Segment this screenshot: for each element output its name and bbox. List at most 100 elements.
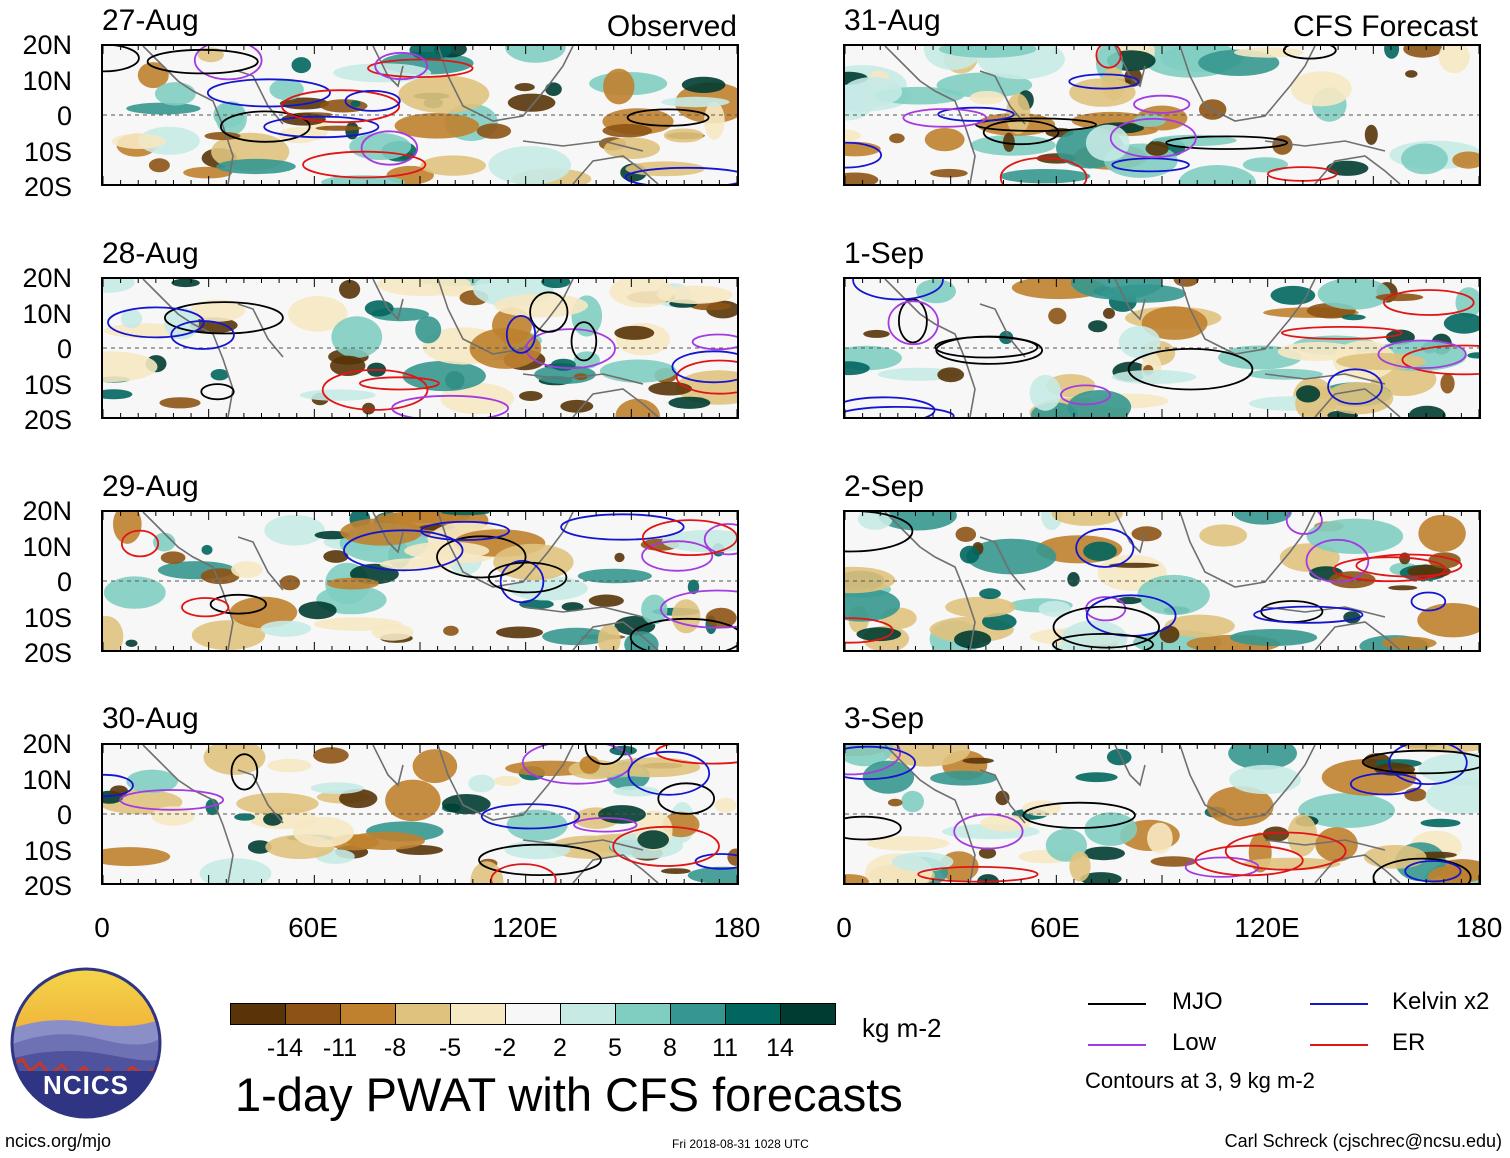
coastline — [1179, 745, 1316, 821]
pwat-anomaly-blob — [1131, 526, 1162, 542]
pwat-anomaly-blob — [153, 532, 176, 552]
lon-label: 0 — [94, 912, 110, 943]
pwat-anomaly-blob — [362, 402, 376, 415]
map-canvas — [845, 512, 1479, 650]
pwat-anomaly-blob — [412, 749, 458, 784]
wave-contour — [1109, 117, 1197, 159]
pwat-anomaly-blob — [470, 861, 504, 883]
map-canvas — [103, 512, 737, 650]
pwat-anomaly-blob — [845, 77, 902, 107]
lat-label: 20S — [23, 871, 72, 901]
coastline — [1264, 373, 1386, 385]
pwat-anomaly-blob — [614, 616, 656, 636]
pwat-anomaly-blob — [1363, 845, 1427, 869]
coastline — [1179, 46, 1316, 122]
pwat-anomaly-blob — [602, 124, 653, 138]
pwat-anomaly-blob — [260, 620, 311, 637]
wave-contour — [529, 291, 569, 333]
coastline — [437, 745, 574, 821]
wave-contour — [1377, 339, 1467, 370]
pwat-anomaly-blob — [845, 361, 870, 376]
pwat-anomaly-blob — [624, 631, 659, 650]
map-canvas — [103, 279, 737, 417]
wave-contour — [641, 519, 737, 556]
wave-contour — [170, 320, 235, 350]
colorbar-swatch — [505, 1003, 561, 1025]
pwat-anomaly-blob — [727, 848, 737, 866]
wave-contour — [103, 46, 140, 73]
pwat-anomaly-blob — [443, 625, 459, 636]
pwat-anomaly-blob — [125, 639, 138, 647]
coastline — [884, 745, 976, 883]
pwat-anomaly-blob — [126, 769, 178, 793]
coastline — [1114, 46, 1146, 88]
pwat-anomaly-blob — [955, 526, 977, 542]
pwat-anomaly-blob — [1315, 827, 1358, 862]
coastline — [437, 512, 574, 588]
pwat-anomaly-blob — [151, 806, 195, 826]
pwat-anomaly-blob — [1405, 70, 1418, 78]
pwat-anomaly-blob — [1106, 748, 1132, 766]
coastline — [522, 839, 644, 851]
lat-label: 10N — [22, 299, 72, 329]
colorbar-label: 2 — [553, 1034, 567, 1062]
wave-contour — [1253, 605, 1364, 624]
pwat-anomaly-blob — [704, 101, 725, 140]
pwat-anomaly-blob — [113, 512, 142, 544]
pwat-anomaly-blob — [199, 858, 272, 883]
pwat-anomaly-blob — [247, 840, 272, 854]
map-canvas — [845, 46, 1479, 184]
colorbar-swatch — [725, 1003, 781, 1025]
pwat-anomaly-blob — [613, 785, 659, 797]
panel-date-obs-1: 27-Aug — [102, 4, 199, 37]
pwat-anomaly-blob — [1270, 285, 1316, 305]
pwat-anomaly-blob — [493, 775, 521, 787]
pwat-anomaly-blob — [1388, 585, 1418, 591]
footer-url[interactable]: ncics.org/mjo — [5, 1131, 112, 1151]
pwat-anomaly-blob — [326, 577, 379, 590]
observed-header: Observed — [606, 10, 737, 43]
coastline — [572, 621, 659, 650]
pwat-anomaly-blob — [1408, 405, 1446, 417]
pwat-anomaly-blob — [1147, 822, 1173, 854]
wave-contour — [487, 561, 568, 594]
pwat-anomaly-blob — [1005, 93, 1031, 135]
wave-contour — [206, 78, 331, 108]
wave-contour — [181, 597, 230, 618]
pwat-anomaly-blob — [441, 512, 490, 516]
wave-contour — [703, 523, 737, 556]
pwat-anomaly-blob — [1234, 47, 1304, 58]
pwat-anomaly-blob — [364, 300, 394, 317]
ncics-logo: NCICS — [10, 967, 162, 1119]
wave-contour — [391, 394, 509, 417]
wave-contour — [321, 369, 429, 411]
coastline — [1179, 279, 1316, 355]
pwat-anomaly-blob — [1233, 512, 1292, 525]
pwat-anomaly-blob — [845, 129, 861, 142]
pwat-anomaly-blob — [1341, 314, 1366, 321]
coastline — [979, 303, 1026, 358]
pwat-anomaly-blob — [1061, 620, 1128, 650]
pwat-anomaly-blob — [171, 279, 200, 288]
pwat-anomaly-blob — [264, 515, 325, 546]
pwat-anomaly-blob — [605, 757, 701, 778]
pwat-anomaly-blob — [614, 552, 625, 563]
pwat-anomaly-blob — [962, 757, 994, 764]
pwat-anomaly-blob — [377, 279, 471, 297]
pwat-anomaly-blob — [979, 588, 1001, 600]
wave-contour — [164, 301, 284, 335]
lat-label: 20N — [22, 729, 72, 759]
pwat-anomaly-blob — [1364, 124, 1378, 145]
wave-contour — [263, 115, 380, 139]
pwat-anomaly-blob — [236, 792, 319, 815]
wave-contour — [1282, 46, 1337, 60]
wave-contour — [344, 90, 401, 112]
pwat-anomaly-blob — [648, 381, 693, 396]
wave-contour — [934, 335, 1039, 359]
pwat-anomaly-blob — [969, 90, 1005, 105]
pwat-anomaly-blob — [267, 758, 312, 773]
pwat-anomaly-blob — [1425, 778, 1479, 815]
wave-contour — [358, 376, 440, 391]
wave-contour — [659, 589, 737, 629]
pwat-anomaly-blob — [1133, 114, 1166, 127]
